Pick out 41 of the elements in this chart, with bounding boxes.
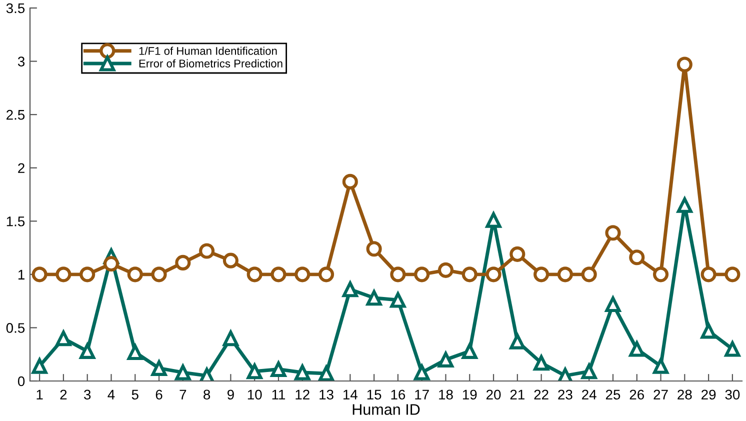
x-tick-label: 20 (486, 390, 501, 400)
x-tick-label: 29 (702, 390, 716, 400)
x-tick-label: 25 (606, 390, 620, 400)
x-tick-label: 9 (227, 390, 234, 400)
x-tick-label: 28 (678, 390, 692, 400)
x-tick-label: 24 (582, 390, 596, 400)
x-tick-label: 21 (510, 390, 524, 400)
x-tick-label: 1 (36, 390, 43, 400)
x-tick-label: 17 (415, 390, 429, 400)
x-tick-label: 10 (248, 390, 262, 400)
x-tick-label: 13 (320, 390, 334, 400)
x-tick-label: 16 (391, 390, 406, 400)
legend-label: 1/F1 of Human Identification (139, 46, 277, 55)
y-tick-label: 2.5 (6, 110, 25, 120)
x-tick-label: 5 (132, 390, 138, 400)
x-tick-label: 12 (296, 390, 310, 400)
x-tick-label: 3 (84, 390, 91, 400)
x-tick-label: 14 (343, 390, 358, 400)
y-tick-label: 0.5 (6, 323, 25, 333)
x-tick-label: 11 (272, 390, 286, 400)
x-tick-label: 2 (60, 390, 67, 400)
x-tick-label: 19 (462, 390, 477, 400)
x-tick-label: 26 (630, 390, 644, 400)
x-tick-label: 23 (558, 390, 572, 400)
y-tick-label: 3 (18, 56, 25, 66)
legend-label: Error of Biometrics Prediction (139, 59, 282, 68)
x-axis-title: Human ID (352, 404, 420, 415)
y-tick-label: 3.5 (6, 3, 25, 14)
y-tick-label: 1.5 (6, 216, 25, 226)
x-tick-label: 18 (439, 390, 453, 400)
y-tick-label: 1 (18, 270, 24, 280)
y-tick-label: 2 (18, 163, 24, 173)
x-tick-label: 7 (180, 390, 186, 400)
x-tick-label: 8 (204, 390, 210, 400)
x-tick-label: 6 (156, 390, 162, 400)
x-tick-label: 27 (654, 390, 668, 400)
y-tick-label: 0 (18, 376, 25, 386)
x-tick-label: 22 (534, 390, 548, 400)
x-tick-label: 15 (367, 390, 382, 400)
x-tick-label: 30 (725, 390, 740, 400)
x-tick-label: 4 (108, 390, 115, 400)
